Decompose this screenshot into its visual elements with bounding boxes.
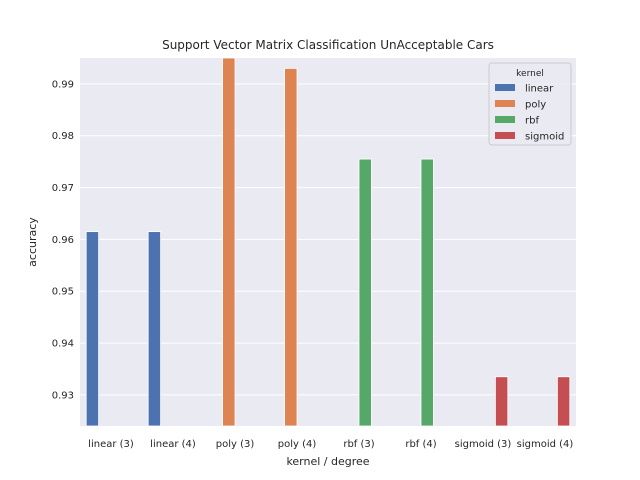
x-tick-label: sigmoid (3): [455, 439, 512, 450]
legend-label-rbf: rbf: [525, 116, 539, 127]
bar-poly: [284, 67, 298, 427]
legend-swatch-poly: [495, 100, 515, 107]
bar-rbf: [358, 158, 372, 427]
x-tick-label: rbf (3): [343, 439, 374, 450]
legend-box: [488, 62, 572, 146]
x-tick-label: poly (3): [216, 439, 255, 450]
y-tick-label: 0.94: [52, 339, 74, 350]
y-tick-label: 0.93: [52, 390, 74, 401]
legend-swatch-rbf: [495, 116, 515, 123]
legend-title: kernel: [516, 69, 544, 79]
legend-label-sigmoid: sigmoid: [525, 132, 564, 143]
bar-sigmoid: [557, 376, 571, 427]
y-tick-label: 0.96: [52, 235, 74, 246]
x-tick-label: linear (4): [150, 439, 196, 450]
x-axis-label: kernel / degree: [286, 455, 369, 468]
legend-swatch-sigmoid: [495, 132, 515, 139]
legend-label-linear: linear: [525, 84, 554, 95]
chart-title: Support Vector Matrix Classification UnA…: [162, 38, 494, 52]
bar-linear: [85, 231, 99, 427]
bar-poly: [222, 57, 236, 427]
x-tick-label: sigmoid (4): [517, 439, 574, 450]
legend: kernel linear poly rbf sigmoid: [488, 62, 572, 146]
bar-linear: [147, 231, 161, 427]
bar-sigmoid: [494, 376, 509, 427]
legend-label-poly: poly: [525, 100, 546, 111]
legend-swatch-linear: [495, 84, 515, 91]
y-tick-label: 0.98: [52, 131, 74, 142]
y-tick-label: 0.99: [52, 79, 74, 90]
x-tick-label: rbf (4): [405, 439, 436, 450]
y-axis-label: accuracy: [26, 217, 39, 267]
bar-rbf: [420, 158, 434, 427]
y-tick-label: 0.97: [52, 183, 74, 194]
x-tick-label: poly (4): [278, 439, 317, 450]
y-tick-label: 0.95: [52, 287, 74, 298]
x-tick-label: linear (3): [88, 439, 134, 450]
